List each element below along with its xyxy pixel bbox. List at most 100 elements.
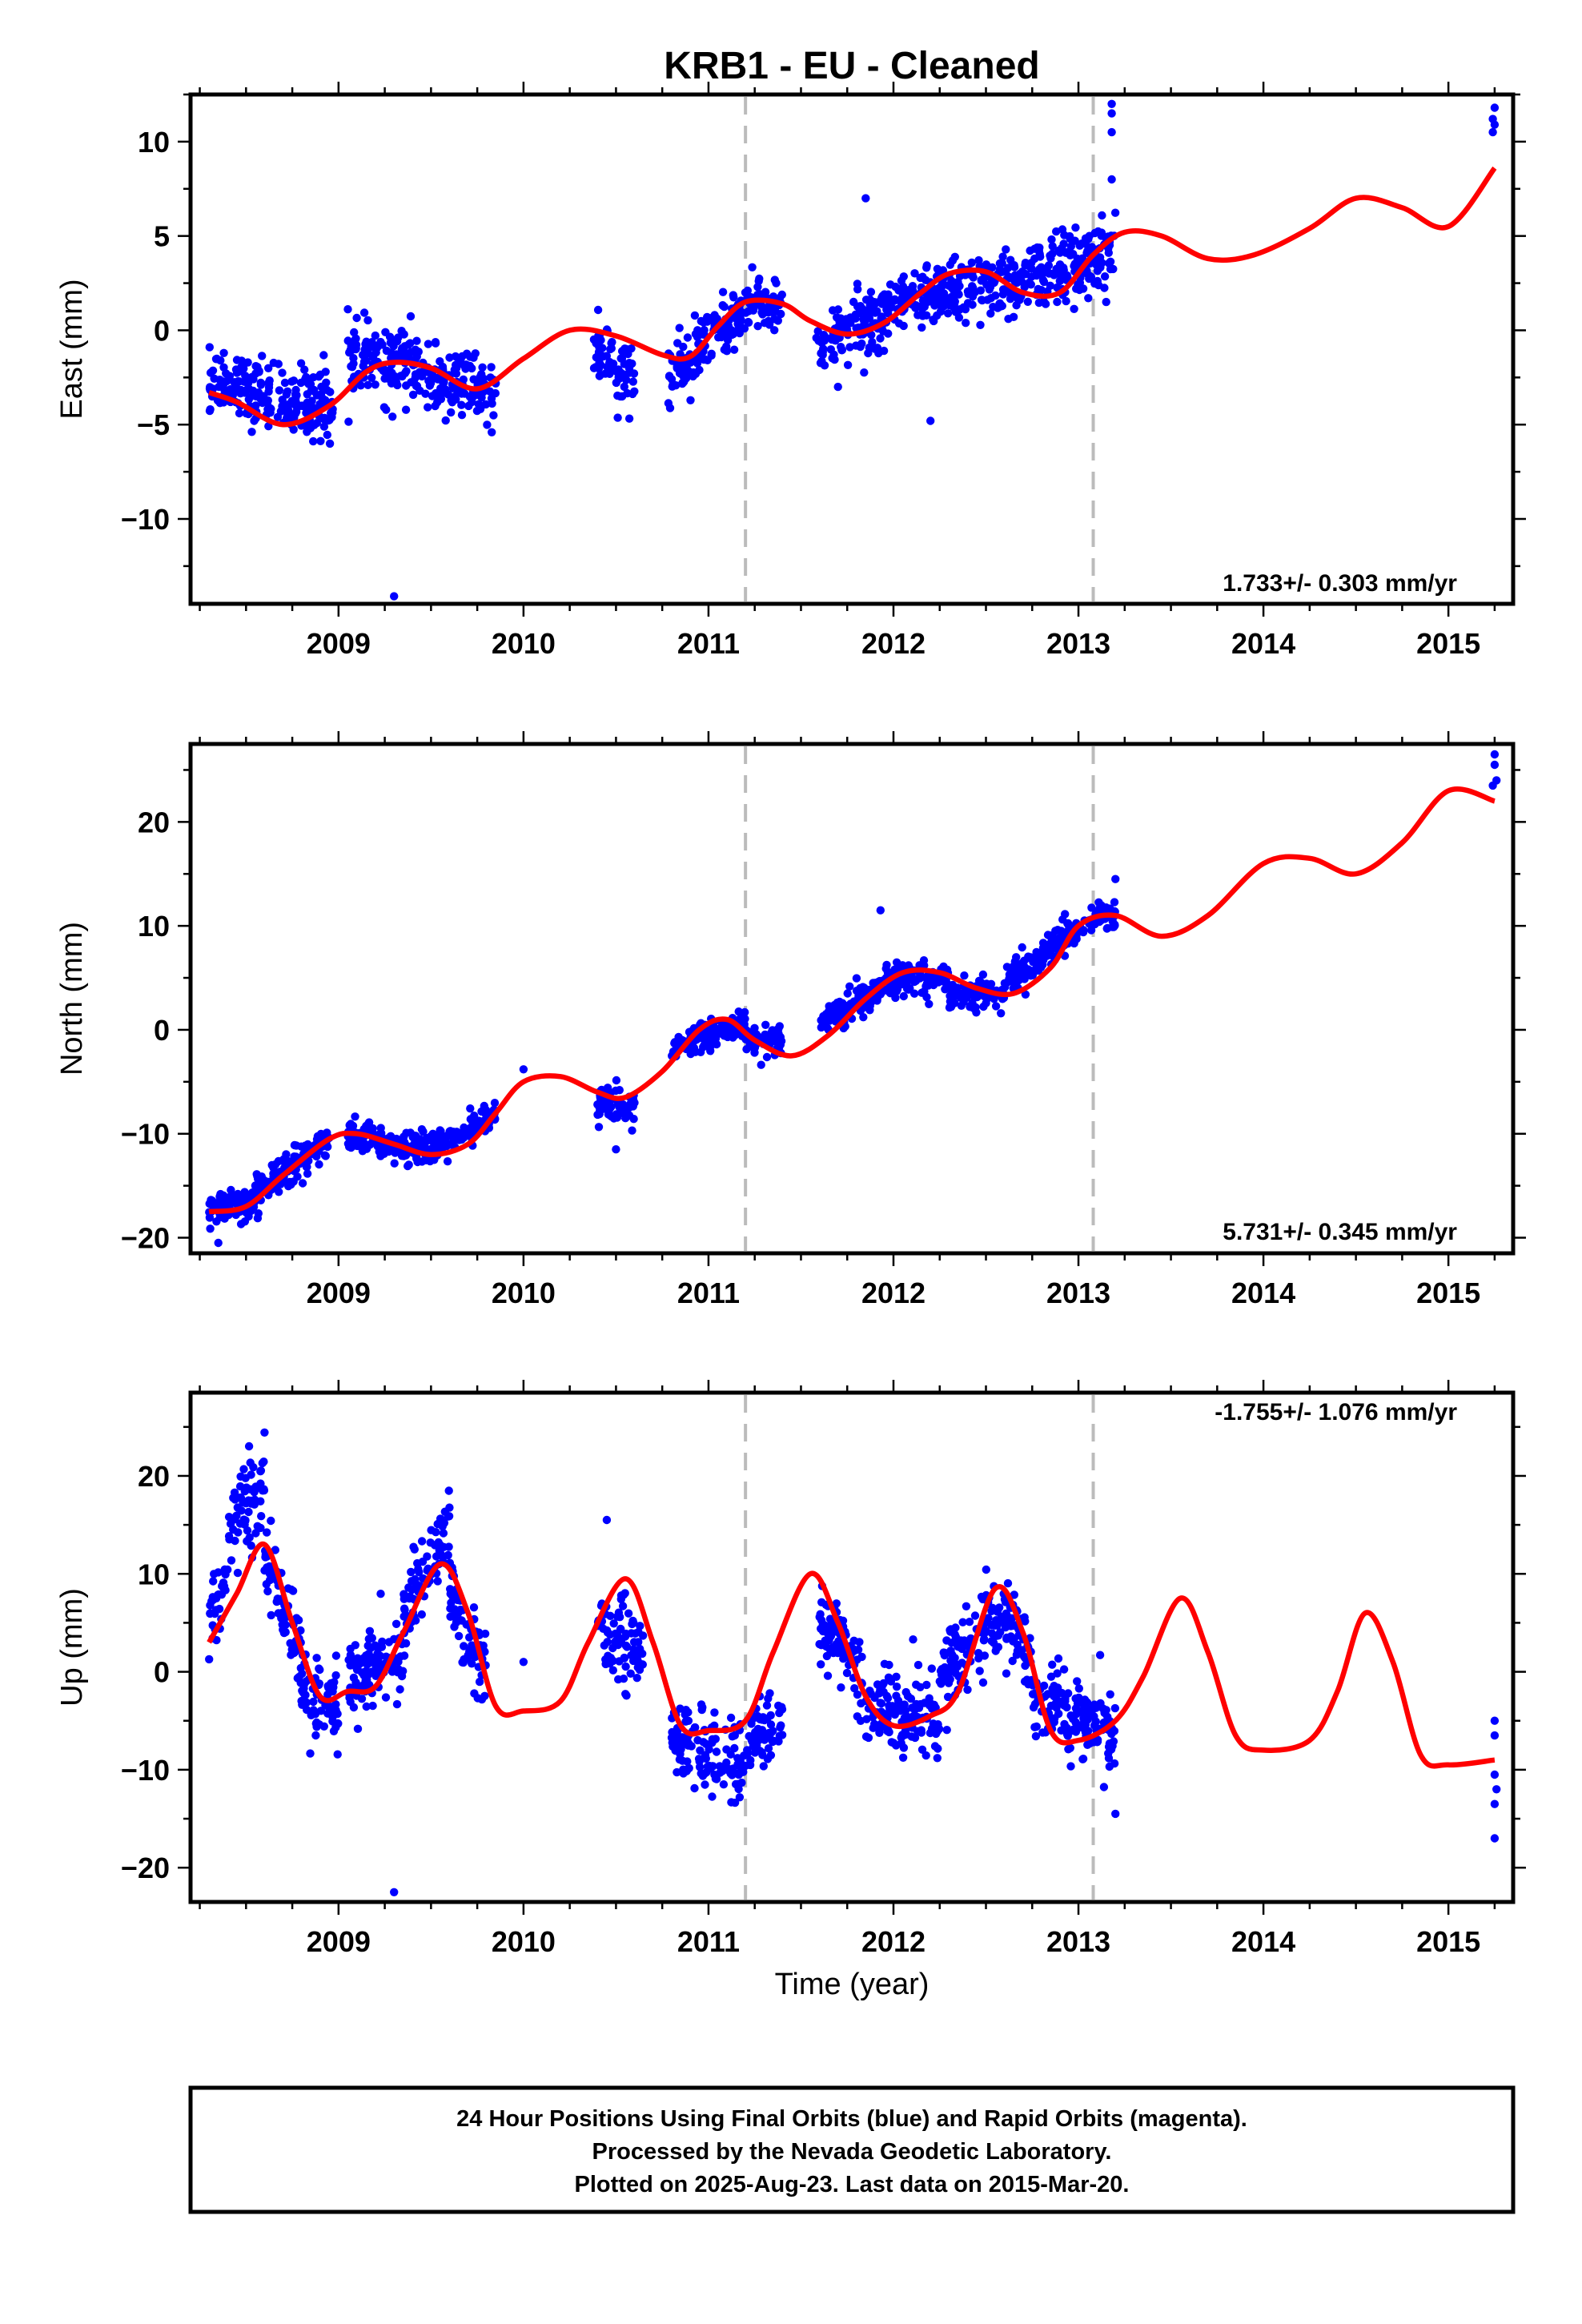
plot-frame — [188, 92, 1516, 606]
observation-point — [891, 993, 900, 1003]
observation-point — [1074, 1684, 1084, 1693]
observation-point — [908, 973, 917, 982]
observation-point — [633, 1663, 642, 1672]
observation-point — [633, 1655, 642, 1665]
observation-point — [726, 1750, 735, 1759]
observation-point — [236, 1220, 246, 1228]
observation-point — [464, 1651, 472, 1660]
observation-point — [300, 365, 309, 374]
observation-point — [432, 1528, 440, 1537]
observation-point — [1012, 1651, 1022, 1659]
observation-point — [277, 1614, 286, 1623]
observation-point — [1010, 979, 1018, 987]
observation-point — [730, 1731, 739, 1740]
observation-point — [865, 1006, 874, 1015]
observation-point — [436, 1518, 445, 1528]
observation-point — [301, 1141, 310, 1150]
observation-point — [949, 1655, 958, 1664]
observation-point — [1030, 1723, 1039, 1731]
x-tick-label: 2010 — [492, 1925, 556, 1958]
observation-point — [465, 392, 474, 401]
observation-point — [596, 1106, 605, 1115]
observation-point — [344, 417, 353, 426]
x-tick-label: 2014 — [1231, 1277, 1295, 1309]
x-axis-label: Time (year) — [775, 1968, 930, 2001]
observation-point — [1107, 175, 1116, 184]
observation-point — [856, 342, 865, 352]
observation-point — [822, 1017, 831, 1027]
observation-point — [772, 279, 781, 287]
observation-point — [450, 1622, 459, 1631]
observation-point — [1490, 1834, 1500, 1843]
observation-point — [457, 411, 467, 420]
observation-point — [864, 1733, 873, 1743]
observation-point — [468, 1641, 476, 1650]
observation-point — [316, 436, 325, 445]
observation-point — [622, 1691, 631, 1700]
observation-point — [1094, 259, 1102, 268]
observation-point — [691, 330, 701, 339]
observation-point — [220, 1214, 229, 1223]
observation-point — [1052, 227, 1061, 236]
observation-point — [704, 1763, 713, 1773]
observation-point — [309, 373, 318, 382]
observation-point — [869, 1723, 877, 1732]
observation-point — [740, 324, 749, 333]
observation-point — [943, 1692, 953, 1702]
observation-point — [1090, 1712, 1098, 1721]
observation-point — [919, 988, 928, 998]
observation-point — [729, 1033, 737, 1042]
observation-point — [1074, 1693, 1083, 1703]
observation-point — [765, 1728, 773, 1738]
observation-point — [349, 1703, 359, 1712]
observation-point — [319, 351, 328, 360]
observation-point — [1490, 1770, 1500, 1779]
observation-point — [247, 428, 256, 436]
observation-point — [605, 1630, 615, 1639]
y-tick-label: 5 — [154, 220, 170, 253]
observation-point — [368, 1701, 377, 1711]
observation-point — [404, 1161, 412, 1171]
x-tick-label: 2009 — [307, 1277, 371, 1309]
observation-point — [929, 292, 938, 301]
model-curve-line — [208, 786, 1496, 1215]
observation-point — [392, 337, 402, 346]
observation-point — [247, 1541, 255, 1550]
observation-point — [390, 1888, 399, 1896]
observation-point — [871, 299, 880, 308]
observation-point — [247, 1470, 255, 1479]
observation-point — [951, 1668, 960, 1678]
x-tick-label: 2012 — [861, 627, 926, 660]
x-tick-label: 2011 — [677, 627, 740, 660]
observation-point — [893, 1696, 903, 1705]
observation-point — [454, 1631, 464, 1641]
observation-point — [1043, 1690, 1052, 1699]
observation-point — [898, 1753, 908, 1762]
observation-point — [1038, 1728, 1047, 1737]
observation-point — [205, 1213, 215, 1222]
observation-point — [346, 1644, 355, 1654]
observation-point — [331, 1723, 340, 1732]
observation-point — [458, 352, 467, 361]
north-axes: 2009 2010 2011 2012 2013 2014 2015 −20 −10 0 10 20 — [121, 731, 1526, 1309]
observation-point — [1002, 1669, 1011, 1678]
observation-point — [695, 365, 704, 375]
observation-point — [419, 367, 428, 376]
observation-point — [344, 1142, 354, 1152]
observation-point — [264, 387, 273, 396]
observation-point — [933, 264, 942, 273]
observation-point — [376, 1590, 385, 1598]
observation-point — [259, 1485, 268, 1494]
observation-point — [1061, 1695, 1070, 1703]
east-panel: 2009 2010 2011 2012 2013 2014 2015 −10 −5 0 5 10 Ea… — [55, 82, 1526, 660]
observation-point — [412, 336, 421, 345]
observation-point — [263, 1528, 271, 1537]
observation-point — [320, 397, 330, 407]
observation-point — [1066, 251, 1075, 259]
observation-point — [813, 327, 822, 336]
north-ylabel: North (mm) — [55, 922, 89, 1076]
observation-point — [917, 323, 926, 332]
observation-point — [965, 1618, 974, 1626]
observation-point — [264, 380, 274, 388]
